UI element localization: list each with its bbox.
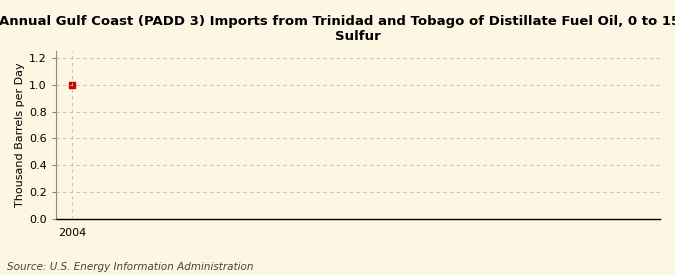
Title: Annual Gulf Coast (PADD 3) Imports from Trinidad and Tobago of Distillate Fuel O: Annual Gulf Coast (PADD 3) Imports from … <box>0 15 675 43</box>
Y-axis label: Thousand Barrels per Day: Thousand Barrels per Day <box>15 63 25 207</box>
Text: Source: U.S. Energy Information Administration: Source: U.S. Energy Information Administ… <box>7 262 253 272</box>
